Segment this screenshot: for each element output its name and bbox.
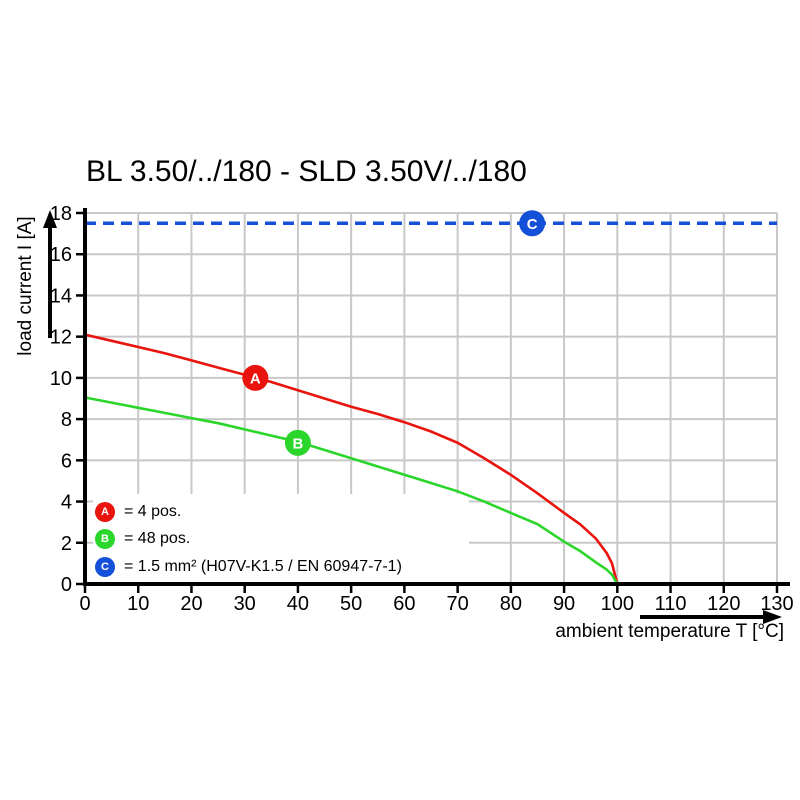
y-tick-label: 4 <box>61 492 72 514</box>
legend-label-c: = 1.5 mm² (H07V-K1.5 / EN 60947-7-1) <box>124 557 402 575</box>
legend: A = 4 pos. B = 48 pos. C = 1.5 mm² (H07V… <box>95 496 467 582</box>
marker-letter-a: A <box>250 370 261 387</box>
x-tick-label: 90 <box>553 593 575 615</box>
x-axis-label: ambient temperature T [°C] <box>555 621 784 642</box>
x-tick-label: 120 <box>707 593 740 615</box>
x-tick-label: 60 <box>393 593 415 615</box>
y-tick-label: 2 <box>61 533 72 555</box>
x-tick-label: 100 <box>601 593 634 615</box>
series-a-badge-icon: A <box>95 501 115 522</box>
x-axis-arrowhead-icon <box>763 610 782 624</box>
y-tick-label: 6 <box>61 450 72 472</box>
x-tick-label: 80 <box>500 593 522 615</box>
legend-item-a: A = 4 pos. <box>95 499 467 524</box>
x-tick-label: 70 <box>446 593 468 615</box>
marker-letter-b: B <box>293 435 304 452</box>
x-tick-label: 30 <box>234 593 256 615</box>
legend-item-b: B = 48 pos. <box>95 527 467 552</box>
chart-title: BL 3.50/../180 - SLD 3.50V/../180 <box>86 155 527 188</box>
legend-item-c: C = 1.5 mm² (H07V-K1.5 / EN 60947-7-1) <box>95 554 467 579</box>
y-tick-label: 8 <box>61 409 72 431</box>
series-line-b <box>84 396 619 585</box>
series-line-a <box>84 333 619 585</box>
y-axis-arrowhead-icon <box>43 210 57 228</box>
x-tick-label: 110 <box>655 593 687 615</box>
x-tick-label: 50 <box>340 593 362 615</box>
marker-letter-c: C <box>527 216 538 233</box>
y-tick-label: 12 <box>50 327 72 349</box>
y-tick-label: 10 <box>50 368 72 390</box>
x-tick-label: 40 <box>287 593 309 615</box>
series-b-badge-icon: B <box>95 529 115 549</box>
x-tick-label: 10 <box>127 593 149 615</box>
x-tick-label: 0 <box>79 593 90 615</box>
marker-c <box>519 210 546 237</box>
marker-b <box>284 429 311 456</box>
x-tick-label: 130 <box>760 593 793 615</box>
y-tick-label: 14 <box>50 285 72 307</box>
marker-a <box>242 364 269 391</box>
legend-label-a: = 4 pos. <box>124 502 182 520</box>
x-tick-label: 20 <box>180 593 202 615</box>
y-tick-label: 18 <box>50 203 72 225</box>
y-axis-label: load current I [A] <box>15 216 36 356</box>
series-c-badge-icon: C <box>95 556 115 577</box>
legend-label-b: = 48 pos. <box>124 530 191 547</box>
y-tick-label: 16 <box>50 244 72 266</box>
y-tick-label: 0 <box>61 574 72 596</box>
